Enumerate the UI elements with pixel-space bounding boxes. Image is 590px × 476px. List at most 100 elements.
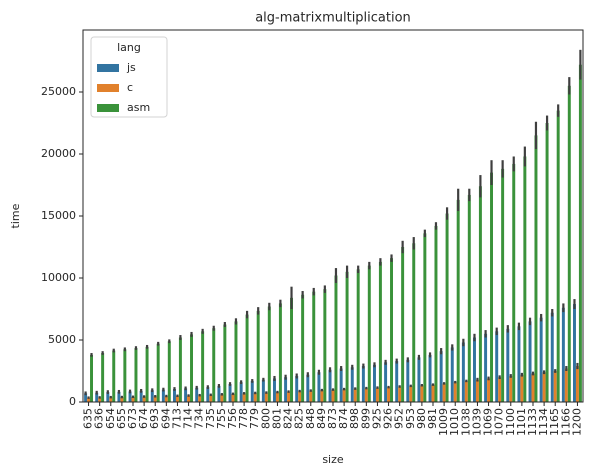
- x-tick-label: 1010: [448, 408, 461, 436]
- bar: [561, 307, 565, 402]
- x-tick-label: 635: [82, 408, 95, 429]
- bar: [317, 372, 321, 402]
- x-tick-label: 1165: [548, 408, 561, 436]
- bar: [231, 393, 235, 402]
- bar: [556, 110, 560, 402]
- bar: [209, 394, 213, 402]
- x-tick-label: 778: [237, 408, 250, 429]
- x-tick-label: 952: [393, 408, 406, 429]
- x-tick-label: 1134: [537, 408, 550, 436]
- bar: [342, 389, 346, 402]
- legend-swatch: [97, 84, 119, 92]
- bar: [445, 213, 449, 402]
- x-tick-label: 873: [326, 408, 339, 429]
- bar: [367, 265, 371, 402]
- bar: [453, 382, 457, 402]
- bar: [364, 388, 368, 402]
- bar: [201, 331, 205, 402]
- bar: [553, 371, 557, 402]
- bar: [220, 394, 224, 402]
- bar: [539, 317, 543, 402]
- bar: [395, 361, 399, 402]
- bar: [464, 380, 468, 402]
- x-tick-label: 981: [426, 408, 439, 429]
- y-tick-label: 20000: [41, 147, 76, 160]
- bar: [406, 359, 410, 402]
- bar: [478, 186, 482, 402]
- x-tick-label: 756: [226, 408, 239, 429]
- bar: [223, 324, 227, 402]
- bar: [373, 364, 376, 402]
- bar: [101, 353, 105, 402]
- x-tick-label: 825: [293, 408, 306, 429]
- bar: [128, 391, 132, 402]
- bar: [501, 168, 505, 402]
- x-axis-label: size: [322, 453, 344, 466]
- bar: [575, 366, 579, 402]
- bar: [434, 225, 438, 402]
- bar: [339, 368, 343, 402]
- x-tick-label: 1101: [515, 408, 528, 436]
- bar: [290, 297, 293, 402]
- x-tick-label: 800: [259, 408, 272, 429]
- bar: [309, 390, 313, 402]
- bar: [439, 351, 443, 402]
- bar: [331, 389, 335, 402]
- bar: [134, 348, 138, 402]
- bar: [528, 321, 532, 402]
- bar: [420, 385, 424, 402]
- bar: [512, 163, 516, 402]
- x-tick-label: 655: [115, 408, 128, 429]
- legend-label: asm: [127, 101, 150, 114]
- bar: [131, 396, 135, 402]
- x-tick-label: 1069: [482, 408, 495, 436]
- y-tick-label: 10000: [41, 271, 76, 284]
- y-tick-label: 0: [69, 395, 76, 408]
- bar: [523, 156, 527, 402]
- bar: [250, 380, 254, 402]
- bar: [242, 393, 246, 402]
- bar: [350, 367, 354, 402]
- bar: [356, 269, 360, 402]
- x-tick-label: 980: [415, 408, 428, 429]
- bar: [287, 391, 291, 402]
- bar: [167, 341, 171, 402]
- bar: [520, 374, 524, 402]
- bar: [295, 375, 299, 402]
- bar: [98, 397, 102, 402]
- y-tick-label: 5000: [48, 333, 76, 346]
- x-tick-label: 925: [370, 408, 383, 429]
- x-tick-label: 953: [404, 408, 417, 429]
- bar: [298, 391, 302, 402]
- bar: [198, 395, 202, 402]
- bar: [328, 369, 332, 402]
- bar: [378, 261, 382, 402]
- bar: [450, 347, 454, 402]
- x-tick-label: 1100: [504, 408, 517, 436]
- bar: [531, 373, 535, 402]
- bar: [320, 390, 324, 402]
- x-tick-label: 779: [248, 408, 261, 429]
- bar: [175, 395, 179, 402]
- bar: [150, 390, 154, 402]
- bar: [490, 172, 493, 402]
- bar: [498, 377, 502, 402]
- bar: [412, 243, 416, 402]
- bar: [361, 366, 365, 402]
- bar: [117, 391, 121, 402]
- bar: [353, 388, 357, 402]
- bar: [273, 378, 276, 402]
- bar: [178, 337, 182, 402]
- bar: [517, 326, 521, 402]
- x-tick-label: 1200: [570, 408, 583, 436]
- x-tick-label: 1009: [437, 408, 450, 436]
- bar: [256, 310, 260, 402]
- x-tick-label: 673: [126, 408, 139, 429]
- bar: [245, 314, 249, 402]
- bar: [495, 331, 499, 402]
- legend-label: c: [127, 81, 133, 94]
- bar: [401, 247, 405, 402]
- x-tick-label: 674: [137, 408, 150, 429]
- bar: [239, 382, 243, 402]
